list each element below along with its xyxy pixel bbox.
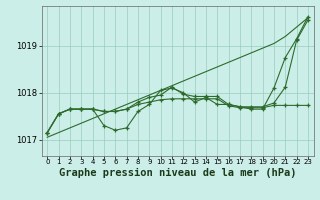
X-axis label: Graphe pression niveau de la mer (hPa): Graphe pression niveau de la mer (hPa) [59,168,296,178]
